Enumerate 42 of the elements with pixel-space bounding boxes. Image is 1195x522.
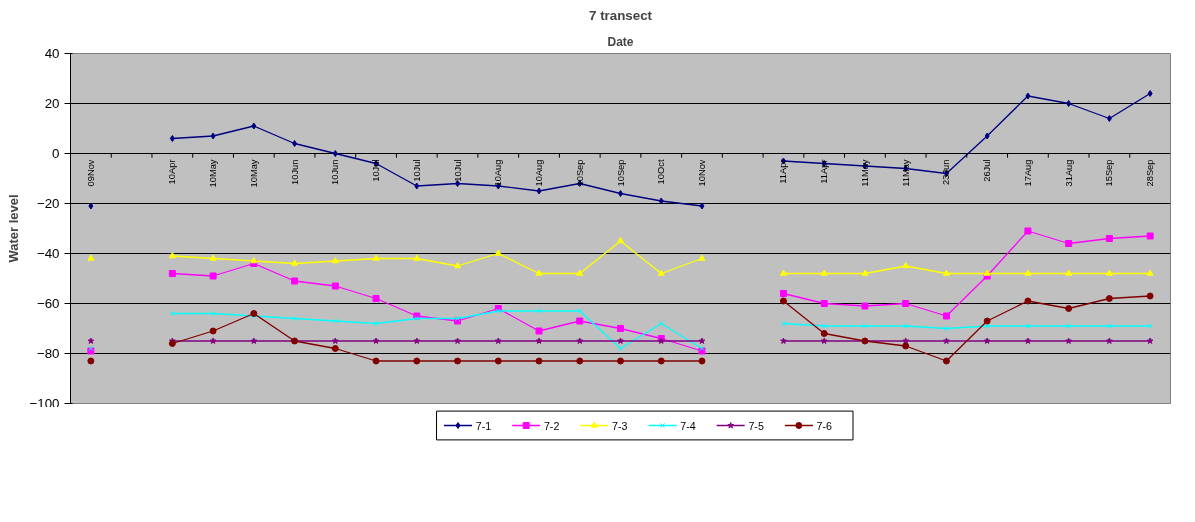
x-tick-label: 10Aug	[493, 159, 504, 187]
x-tick-label: 10Jun	[289, 159, 300, 185]
chart-title: 7 transect	[589, 7, 653, 23]
legend-label: 7-3	[612, 419, 628, 432]
x-tick-label: 10Jun	[330, 159, 341, 185]
legend-label: 7-5	[748, 419, 764, 432]
x-tick-label: 28Sep	[1145, 159, 1156, 187]
x-tick-label: 10Sep	[615, 159, 626, 187]
y-tick-label: 0	[52, 146, 60, 161]
x-tick-label: 10Jul	[411, 159, 422, 182]
x-tick-label: 26Jul	[982, 159, 993, 182]
x-tick-label: 11May	[900, 159, 911, 187]
x-tick-label: 11Apr	[778, 159, 789, 184]
x-tick-label: 10Aug	[534, 159, 545, 187]
y-tick-label: 40	[44, 46, 60, 61]
x-tick-label: 31Aug	[1063, 159, 1074, 187]
x-tick-label: 10Apr	[167, 159, 178, 185]
x-tick-label: 10May	[208, 159, 219, 188]
x-tick-label: 10May	[248, 159, 259, 188]
x-tick-label: 10Sep	[574, 159, 585, 187]
legend-label: 7-4	[680, 419, 696, 432]
x-tick-label: 09Nov	[85, 159, 96, 187]
y-tick-label: −20	[36, 196, 60, 211]
legend-label: 7-1	[475, 419, 492, 432]
x-axis-title: Date	[607, 34, 634, 49]
x-tick-label: 17Aug	[1022, 159, 1033, 187]
legend-label: 7-6	[816, 419, 833, 432]
y-tick-label: 20	[44, 96, 60, 111]
y-tick-label: −40	[36, 246, 60, 261]
x-tick-label: 11Apr	[819, 159, 830, 184]
x-tick-label: 10Jul	[371, 159, 382, 182]
y-tick-label: −80	[36, 346, 60, 361]
legend-label: 7-2	[543, 419, 560, 432]
y-axis-title: Water level	[6, 194, 22, 263]
x-tick-label: 10Jul	[452, 159, 463, 182]
x-tick-label: 10Oct	[656, 159, 667, 185]
x-tick-label: 23Jun	[941, 159, 952, 185]
x-tick-label: 10Nov	[696, 159, 707, 187]
y-tick-label: −60	[36, 296, 60, 311]
x-tick-label: 15Sep	[1104, 159, 1115, 187]
y-tick-label: −100	[29, 395, 60, 411]
x-tick-label: 11May	[859, 159, 870, 187]
